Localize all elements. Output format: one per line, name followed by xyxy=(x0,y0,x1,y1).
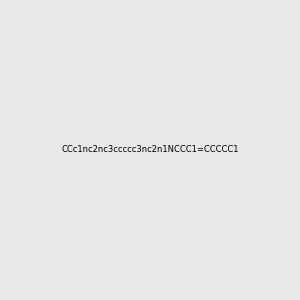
Text: CCc1nc2nc3ccccc3nc2n1NCCC1=CCCCC1: CCc1nc2nc3ccccc3nc2n1NCCC1=CCCCC1 xyxy=(61,146,239,154)
